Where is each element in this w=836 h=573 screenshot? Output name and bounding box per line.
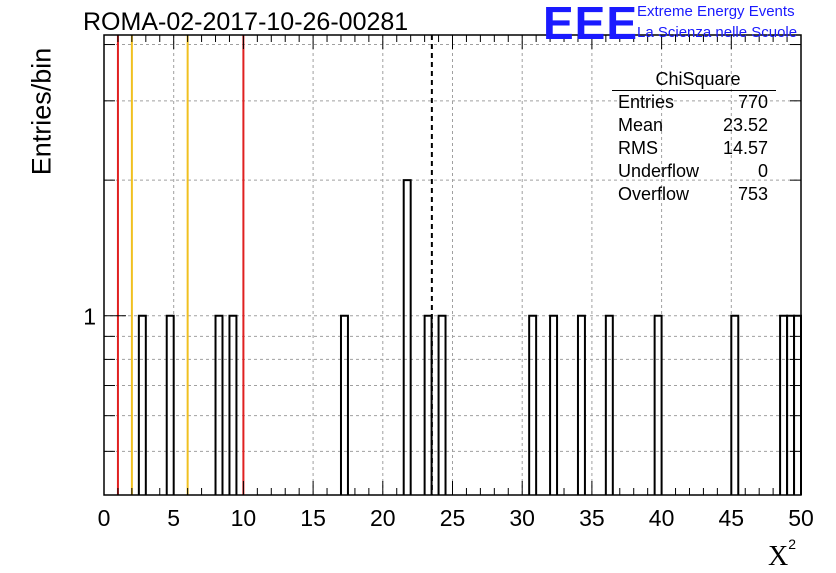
x-tick-label: 30 <box>509 505 535 531</box>
histogram-bin <box>576 314 586 495</box>
stats-row-overflow: Overflow 753 <box>608 183 780 206</box>
histogram-bin <box>549 314 559 495</box>
histogram-bin <box>214 314 224 495</box>
stats-row-rms: RMS 14.57 <box>608 137 780 160</box>
x-tick-label: 20 <box>370 505 396 531</box>
stats-row-mean: Mean 23.52 <box>608 114 780 137</box>
histogram-bin <box>437 314 447 495</box>
stats-box: ChiSquare Entries 770 Mean 23.52 RMS 14.57 … <box>608 68 780 206</box>
x-tick-label: 5 <box>167 505 180 531</box>
histogram-bin <box>528 314 538 495</box>
histogram-bin <box>730 314 740 495</box>
stats-label: Mean <box>618 115 664 135</box>
histogram-bin <box>165 314 175 495</box>
stats-row-underflow: Underflow 0 <box>608 160 780 183</box>
logo-line-2: La Scienza nelle Scuole <box>637 24 798 41</box>
histogram-bin <box>793 314 802 495</box>
histogram-bin <box>604 314 614 495</box>
x-tick-label: 40 <box>649 505 675 531</box>
stats-value: 23.52 <box>722 115 768 135</box>
x-axis-label-sup: 2 <box>788 536 797 552</box>
histogram-bin <box>653 314 663 495</box>
eee-logo: EEE <box>543 0 639 49</box>
stats-label: Underflow <box>618 161 700 181</box>
stats-label: RMS <box>618 138 658 158</box>
histogram-bin <box>228 314 238 495</box>
chart-title: ROMA-02-2017-10-26-00281 <box>83 8 409 36</box>
stats-divider <box>612 90 776 91</box>
stats-label: Overflow <box>618 184 690 204</box>
histogram-bin <box>137 314 147 495</box>
tick-labels: 0 5 10 15 20 25 30 35 40 45 50 1 <box>83 304 814 531</box>
y-axis-label: Entries/bin <box>26 47 57 176</box>
stats-title: ChiSquare <box>655 69 741 89</box>
logo-line-1: Extreme Energy Events <box>637 3 795 20</box>
stats-label: Entries <box>618 92 675 112</box>
histogram-bin <box>423 314 433 495</box>
stats-value: 753 <box>737 184 768 204</box>
stats-value: 14.57 <box>722 138 768 158</box>
histogram-bin <box>339 314 349 495</box>
histogram-bin <box>786 314 796 495</box>
reference-lines <box>116 35 433 495</box>
x-tick-label: 35 <box>579 505 605 531</box>
x-tick-label: 0 <box>98 505 111 531</box>
x-tick-label: 10 <box>231 505 257 531</box>
x-axis-label-base: X <box>768 541 789 572</box>
histogram-bin <box>779 314 789 495</box>
x-axis-label: X2 <box>768 536 796 573</box>
stats-value: 0 <box>757 161 768 181</box>
x-tick-label: 15 <box>300 505 326 531</box>
grid-lines <box>104 35 801 495</box>
x-tick-label: 45 <box>719 505 745 531</box>
stats-value: 770 <box>737 92 768 112</box>
x-tick-label: 50 <box>788 505 814 531</box>
histogram <box>137 179 802 495</box>
y-tick-label: 1 <box>83 304 96 330</box>
stats-row-entries: Entries 770 <box>608 91 780 114</box>
histogram-bin <box>402 179 412 495</box>
x-tick-label: 25 <box>440 505 466 531</box>
axes <box>103 34 802 496</box>
